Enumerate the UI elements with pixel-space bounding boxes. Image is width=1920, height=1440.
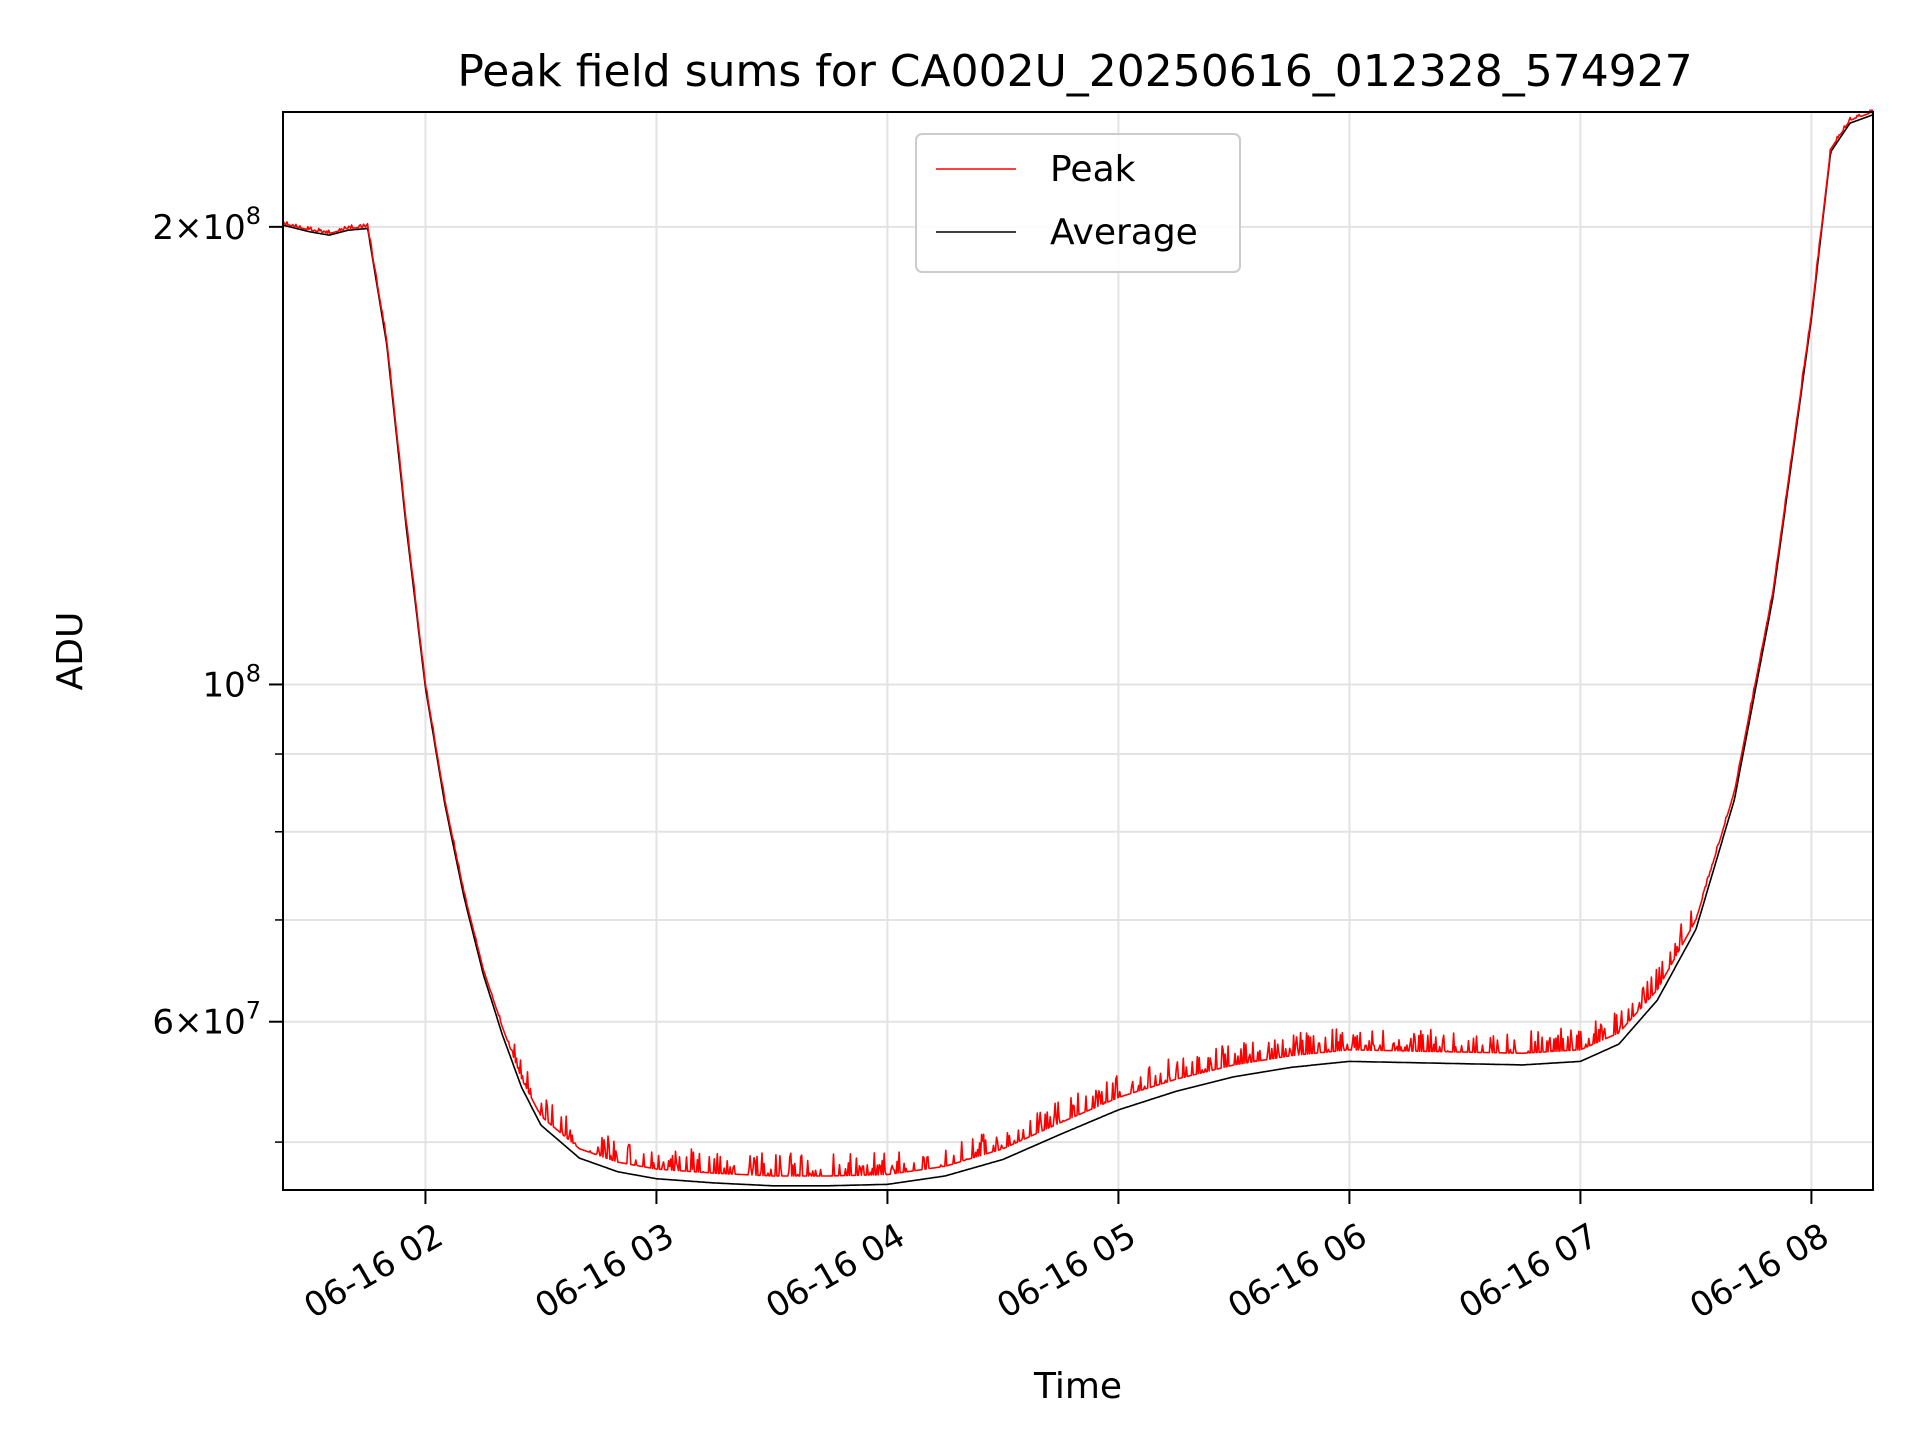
- y-tick-label: 6×107: [152, 997, 261, 1043]
- legend-label-average: Average: [1050, 212, 1198, 253]
- y-axis-label: ADU: [50, 612, 91, 691]
- series-line-average: [282, 114, 1874, 1187]
- series-group: [282, 109, 1874, 1187]
- chart-title: Peak field sums for CA002U_20250616_0123…: [457, 46, 1692, 97]
- plot-frame: [282, 111, 1874, 1191]
- legend-label-peak: Peak: [1050, 149, 1136, 190]
- y-tick-label: 108: [202, 659, 261, 705]
- grid: [283, 112, 1873, 1190]
- x-axis-label: Time: [1033, 1366, 1122, 1407]
- legend: Peak Average: [915, 133, 1241, 273]
- series-line-peak: [282, 109, 1874, 1177]
- y-tick-label: 2×108: [152, 202, 261, 248]
